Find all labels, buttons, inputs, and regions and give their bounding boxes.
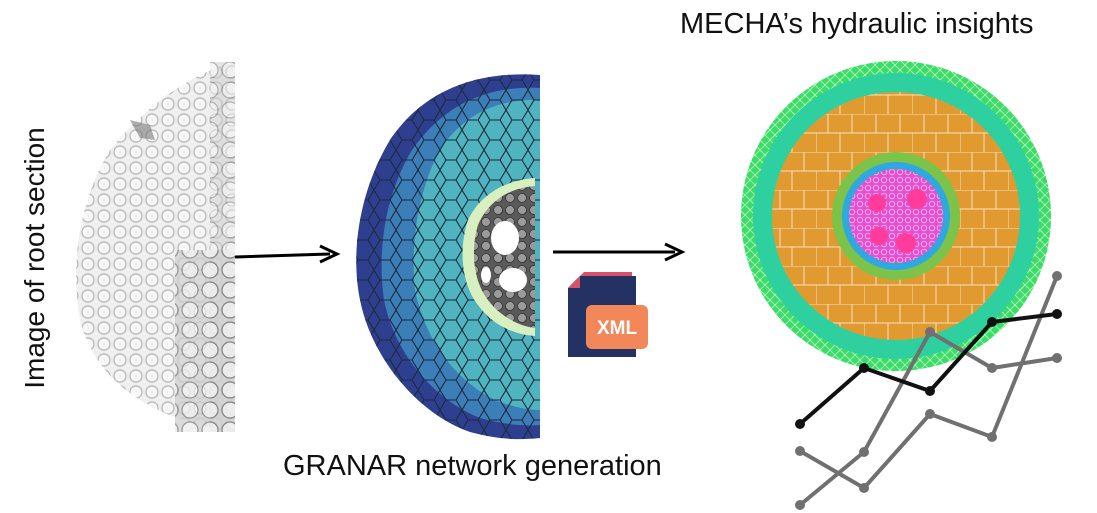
mecha-hydraulic-insights-label: MECHA’s hydraulic insights — [680, 8, 1034, 40]
arrow-granar-to-mecha — [553, 242, 686, 262]
xml-file-icon: XML — [568, 272, 648, 357]
hydraulic-plot — [795, 271, 1062, 510]
xml-file-label: XML — [597, 318, 638, 339]
granar-network-cross-section — [356, 74, 540, 440]
granar-network-generation-label: GRANAR network generation — [283, 450, 662, 482]
mecha-hydraulic-cross-section — [741, 61, 1051, 371]
root-section-image — [76, 62, 235, 432]
arrow-image-to-granar — [234, 244, 341, 264]
